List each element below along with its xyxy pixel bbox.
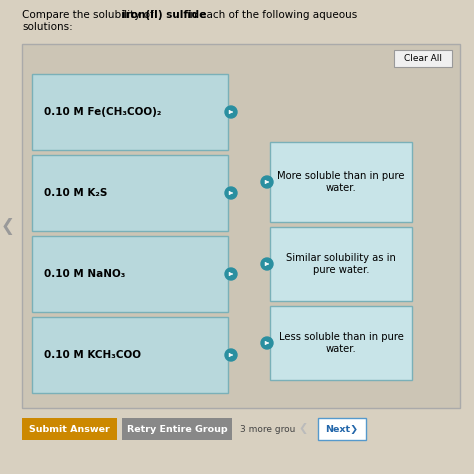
Text: Next❯: Next❯	[326, 425, 358, 434]
FancyBboxPatch shape	[32, 74, 228, 150]
FancyBboxPatch shape	[270, 142, 412, 222]
FancyBboxPatch shape	[32, 317, 228, 393]
Text: Less soluble than in pure
water.: Less soluble than in pure water.	[279, 332, 403, 354]
Text: 0.10 M NaNO₃: 0.10 M NaNO₃	[44, 269, 126, 279]
FancyBboxPatch shape	[22, 44, 460, 408]
Text: solutions:: solutions:	[22, 22, 73, 32]
Text: Compare the solubility of: Compare the solubility of	[22, 10, 157, 20]
Text: 3 more grou: 3 more grou	[240, 425, 295, 434]
Circle shape	[225, 349, 237, 361]
Circle shape	[261, 258, 273, 270]
Text: 0.10 M KCH₃COO: 0.10 M KCH₃COO	[44, 350, 141, 360]
Text: Retry Entire Group: Retry Entire Group	[127, 425, 228, 434]
FancyBboxPatch shape	[270, 227, 412, 301]
FancyBboxPatch shape	[394, 50, 452, 67]
Circle shape	[261, 337, 273, 349]
Text: 0.10 M Fe(CH₃COO)₂: 0.10 M Fe(CH₃COO)₂	[44, 107, 161, 117]
Circle shape	[261, 176, 273, 188]
Text: Similar solubility as in
pure water.: Similar solubility as in pure water.	[286, 253, 396, 275]
Circle shape	[225, 187, 237, 199]
Text: ❮: ❮	[298, 423, 307, 435]
FancyBboxPatch shape	[22, 418, 117, 440]
Text: More soluble than in pure
water.: More soluble than in pure water.	[277, 171, 405, 193]
Text: 0.10 M K₂S: 0.10 M K₂S	[44, 188, 108, 198]
Text: ❮: ❮	[1, 217, 15, 235]
Text: Submit Answer: Submit Answer	[29, 425, 110, 434]
FancyBboxPatch shape	[32, 155, 228, 231]
Circle shape	[225, 106, 237, 118]
FancyBboxPatch shape	[270, 306, 412, 380]
Text: in each of the following aqueous: in each of the following aqueous	[184, 10, 357, 20]
Circle shape	[225, 268, 237, 280]
Text: Clear All: Clear All	[404, 54, 442, 63]
Text: iron(II) sulfide: iron(II) sulfide	[122, 10, 206, 20]
FancyBboxPatch shape	[122, 418, 232, 440]
FancyBboxPatch shape	[32, 236, 228, 312]
FancyBboxPatch shape	[318, 418, 366, 440]
